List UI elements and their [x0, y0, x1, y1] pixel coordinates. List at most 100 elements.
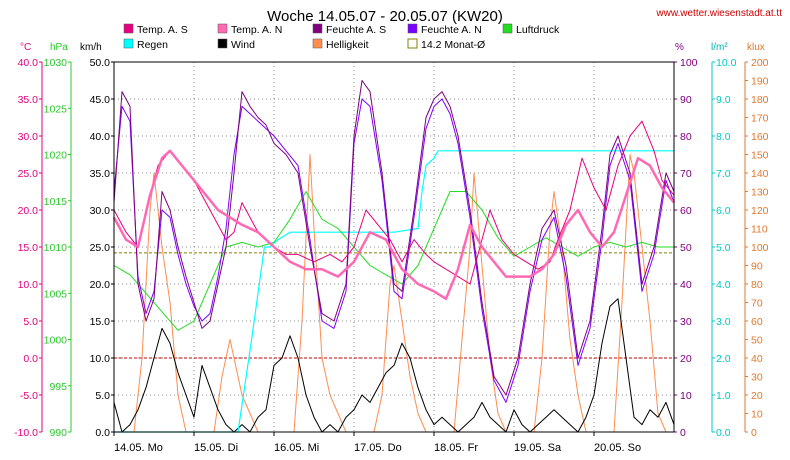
wind-tick-label: 0.0 [95, 427, 110, 439]
series-temp-a-n [112, 149, 675, 301]
legend-label: Helligkeit [326, 39, 369, 51]
hum-tick-label: 100 [680, 57, 698, 69]
x-tick-label: 14.05. Mo [114, 442, 163, 454]
lux-tick-label: 80 [751, 279, 763, 291]
legend-swatch [123, 38, 134, 49]
temp-tick-label: 5.0 [23, 316, 38, 328]
lux-tick-label: 20 [751, 390, 763, 402]
temp-tick-label: 40.0 [18, 57, 39, 69]
hum-tick-label: 90 [680, 94, 692, 106]
lux-tick-label: 0 [751, 427, 757, 439]
wind-tick-label: 40.0 [90, 131, 111, 143]
lux-tick-label: 160 [751, 131, 769, 143]
legend-label: Feuchte A. S [326, 24, 386, 36]
press-tick-label: 1020 [44, 150, 68, 162]
legend-label: Regen [137, 39, 168, 51]
wind-tick-label: 50.0 [90, 57, 111, 69]
temp-tick-label: 0.0 [23, 353, 38, 365]
hum-tick-label: 20 [680, 353, 692, 365]
press-tick-label: 995 [49, 381, 67, 393]
lux-unit-label: klux [747, 42, 765, 53]
legend-swatch [312, 23, 323, 34]
series-feuchte-a-s [113, 80, 675, 396]
press-tick-label: 1000 [44, 335, 68, 347]
lux-tick-label: 180 [751, 94, 769, 106]
lux-tick-label: 170 [751, 113, 769, 125]
legend-swatch [407, 38, 418, 49]
axes: -10.0 -5.0 0.0 5.0 10.0 15.0 20.0 25.0 30.0 35.0 4… [14, 57, 769, 439]
temp-tick-label: 30.0 [18, 131, 39, 143]
legend-swatch [312, 38, 323, 49]
legend: Temp. A. S Temp. A. N Feuchte A. S Feuchte … [123, 23, 560, 51]
x-tick-label: 16.05. Mi [274, 442, 319, 454]
wind-tick-label: 45.0 [90, 94, 111, 106]
lux-tick-label: 40 [751, 353, 763, 365]
legend-label: Luftdruck [516, 24, 560, 36]
lux-tick-label: 10 [751, 409, 763, 421]
rain-tick-label: 3.0 [716, 316, 731, 328]
series-luftdruck [113, 191, 674, 331]
lux-tick-label: 100 [751, 242, 769, 254]
legend-label: 14.2 Monat-Ø [421, 39, 485, 51]
hum-tick-label: 40 [680, 279, 692, 291]
series-layer [112, 80, 675, 433]
series-temp-a-s [113, 120, 675, 285]
lux-tick-label: 130 [751, 187, 769, 199]
wind-tick-label: 20.0 [90, 279, 111, 291]
legend-swatch [217, 38, 228, 49]
hum-tick-label: 30 [680, 316, 692, 328]
series-wind [113, 298, 675, 433]
plot-frame [113, 61, 675, 433]
wind-tick-label: 35.0 [90, 168, 111, 180]
press-tick-label: 990 [49, 427, 67, 439]
x-axis-labels: 14.05. Mo 15.05. Di 16.05. Mi 17.05. Do 18.0… [113, 432, 641, 454]
rain-unit-label: l/m² [711, 42, 728, 53]
press-tick-label: 1005 [44, 288, 68, 300]
lux-tick-label: 70 [751, 298, 763, 310]
wind-tick-label: 10.0 [90, 353, 111, 365]
legend-swatch [502, 23, 513, 34]
rain-tick-label: 8.0 [716, 131, 731, 143]
rain-tick-label: 7.0 [716, 168, 731, 180]
rain-tick-label: 6.0 [716, 205, 731, 217]
rain-tick-label: 9.0 [716, 94, 731, 106]
series-feuchte-a-n [113, 98, 675, 403]
rain-tick-label: 4.0 [716, 279, 731, 291]
press-tick-label: 1030 [44, 57, 68, 69]
wind-tick-label: 5.0 [95, 390, 110, 402]
hum-tick-label: 70 [680, 168, 692, 180]
lux-tick-label: 120 [751, 205, 769, 217]
temp-tick-label: -10.0 [14, 427, 38, 439]
legend-swatch [123, 23, 134, 34]
lux-tick-label: 110 [751, 224, 768, 236]
wind-tick-label: 25.0 [90, 242, 111, 254]
lux-tick-label: 30 [751, 372, 763, 384]
temp-tick-label: 25.0 [18, 168, 39, 180]
series-regen [114, 150, 674, 433]
lux-tick-label: 50 [751, 335, 763, 347]
hum-tick-label: 0 [680, 427, 686, 439]
hum-tick-label: 50 [680, 242, 692, 254]
temp-tick-label: 35.0 [18, 94, 39, 106]
x-tick-label: 19.05. Sa [514, 442, 562, 454]
rain-tick-label: 2.0 [716, 353, 731, 365]
temp-tick-label: 10.0 [18, 279, 39, 291]
legend-label: Wind [231, 39, 255, 51]
x-tick-label: 17.05. Do [354, 442, 402, 454]
lux-tick-label: 90 [751, 261, 763, 273]
wind-unit-label: km/h [80, 42, 102, 53]
legend-label: Temp. A. S [137, 24, 188, 36]
lux-tick-label: 60 [751, 316, 763, 328]
chart-title: Woche 14.05.07 - 20.05.07 (KW20) [267, 8, 503, 25]
temp-tick-label: 15.0 [18, 242, 39, 254]
hum-unit-label: % [675, 42, 684, 53]
temp-tick-label: -5.0 [20, 390, 38, 402]
lux-tick-label: 190 [751, 76, 769, 88]
legend-label: Feuchte A. N [421, 24, 482, 36]
legend-swatch [407, 23, 418, 34]
x-tick-label: 20.05. So [594, 442, 641, 454]
source-link[interactable]: www.wetter.wiesenstadt.at.tt [655, 8, 782, 19]
rain-tick-label: 0.0 [716, 427, 731, 439]
press-unit-label: hPa [50, 42, 68, 53]
